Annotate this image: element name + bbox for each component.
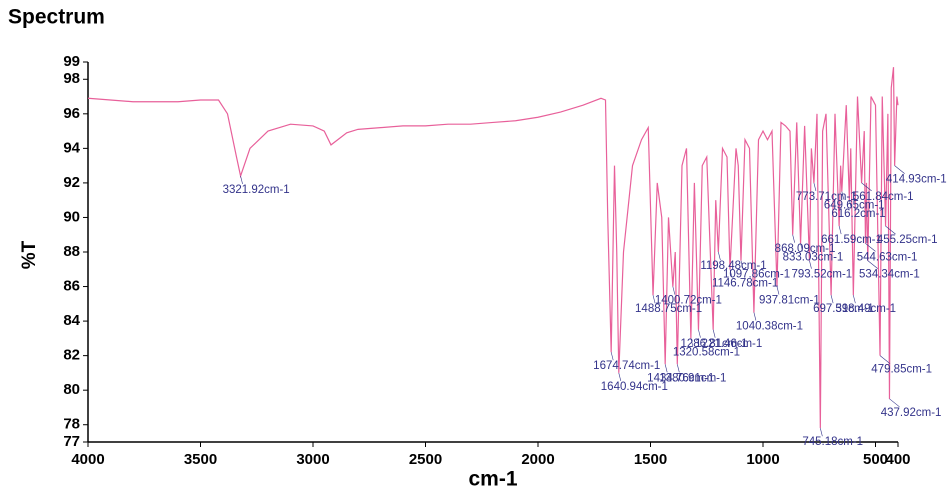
annotation-leader (861, 182, 872, 192)
x-tick-label: 3500 (184, 451, 217, 468)
peak-label: 1674.74cm-1 (593, 360, 660, 372)
annotation-leader (838, 226, 842, 235)
peak-label: 561.84cm-1 (853, 191, 914, 203)
peak-label: 414.93cm-1 (886, 174, 947, 186)
peak-label: 1040.38cm-1 (736, 320, 803, 332)
peak-label: 1320.58cm-1 (673, 346, 740, 358)
peak-label: 1221.46cm-1 (695, 338, 762, 350)
x-tick-label: 400 (885, 451, 910, 468)
peak-label: 1286.81cm-1 (680, 338, 747, 350)
peak-label: 1380.91cm-1 (659, 372, 726, 384)
annotation-leader (610, 352, 614, 361)
peak-label: 479.85cm-1 (871, 364, 932, 376)
peak-label: 437.92cm-1 (881, 407, 942, 419)
annotation-leader (800, 243, 803, 252)
peak-label: 697.31cm-1 (813, 303, 874, 315)
peak-label: 773.71cm-1 (796, 191, 857, 203)
peak-label: 661.59cm-1 (821, 234, 882, 246)
y-tick-label: 78 (63, 416, 80, 433)
annotation-leader (698, 329, 701, 338)
x-tick-label: 1000 (746, 451, 779, 468)
annotation-leader (813, 182, 817, 191)
annotation-leader (820, 428, 823, 437)
annotation-leader (853, 295, 856, 304)
annotation-leader (894, 165, 905, 174)
annotation-leader (740, 260, 744, 269)
annotation-leader (885, 225, 896, 235)
annotation-leader (865, 243, 876, 252)
peak-label: 1146.78cm-1 (712, 277, 778, 289)
peak-label: 1198.48cm-1 (700, 260, 766, 272)
peak-label: 1097.86cm-1 (723, 269, 790, 281)
y-tick-label: 90 (63, 208, 80, 225)
y-tick-label: 82 (63, 347, 80, 364)
annotation-leader (849, 200, 852, 209)
y-tick-label: 84 (63, 312, 80, 329)
peak-label: 745.18cm-1 (802, 436, 863, 448)
peak-label: 598.49cm-1 (835, 303, 896, 315)
peak-label: 616.2cm-1 (831, 208, 885, 220)
x-tick-label: 2000 (521, 451, 554, 468)
peak-label: 534.34cm-1 (859, 269, 920, 281)
peak-label: 793.52cm-1 (791, 269, 852, 281)
y-axis-label: %T (19, 240, 40, 269)
x-tick-label: 4000 (71, 451, 104, 468)
annotation-leader (879, 355, 891, 364)
y-tick-label: 98 (63, 70, 80, 87)
y-tick-label: 92 (63, 174, 80, 191)
y-tick-label: 99 (63, 53, 80, 70)
peak-label: 455.25cm-1 (877, 234, 938, 246)
annotation-leader (672, 286, 676, 295)
peak-label: 544.63cm-1 (857, 251, 918, 263)
peak-label: 937.81cm-1 (759, 295, 820, 307)
y-tick-label: 86 (63, 278, 80, 295)
y-tick-label: 94 (63, 139, 80, 156)
annotation-leader (867, 260, 878, 269)
x-tick-label: 1500 (634, 451, 667, 468)
annotation-leader (712, 329, 716, 338)
annotation-leader (618, 372, 622, 381)
y-tick-label: 77 (63, 433, 80, 450)
y-tick-label: 96 (63, 105, 80, 122)
peak-label: 868.09cm-1 (775, 243, 836, 255)
peak-label: 1488.75cm-1 (635, 303, 702, 315)
peak-label: 1640.94cm-1 (601, 381, 668, 393)
peak-label: 649.65cm-1 (824, 200, 885, 212)
chart-title: Spectrum (8, 6, 105, 29)
x-tick-label: 3000 (296, 451, 329, 468)
peak-label: 833.03cm-1 (783, 251, 844, 263)
x-axis-label: cm-1 (468, 468, 517, 491)
annotation-leader (240, 175, 243, 185)
annotation-leader (729, 269, 733, 278)
annotation-leader (677, 364, 680, 373)
annotation-leader (889, 398, 900, 408)
annotation-leader (830, 295, 834, 304)
y-tick-label: 88 (63, 243, 80, 260)
y-tick-label: 80 (63, 381, 80, 398)
x-tick-label: 2500 (409, 451, 442, 468)
annotation-leader (753, 312, 757, 321)
annotation-leader (841, 191, 845, 200)
annotation-leader (809, 260, 812, 269)
annotation-leader (652, 295, 656, 304)
annotation-leader (718, 251, 721, 261)
annotation-leader (792, 234, 795, 243)
annotation-leader (776, 286, 780, 295)
peak-label: 1434.76cm-1 (647, 372, 714, 384)
annotation-leader (690, 338, 694, 347)
peak-label: 1400.72cm-1 (655, 295, 722, 307)
peak-label: 3321.92cm-1 (223, 184, 290, 196)
spectrum-line (87, 67, 899, 429)
x-tick-label: 500 (863, 451, 888, 468)
annotation-leader (664, 364, 668, 373)
